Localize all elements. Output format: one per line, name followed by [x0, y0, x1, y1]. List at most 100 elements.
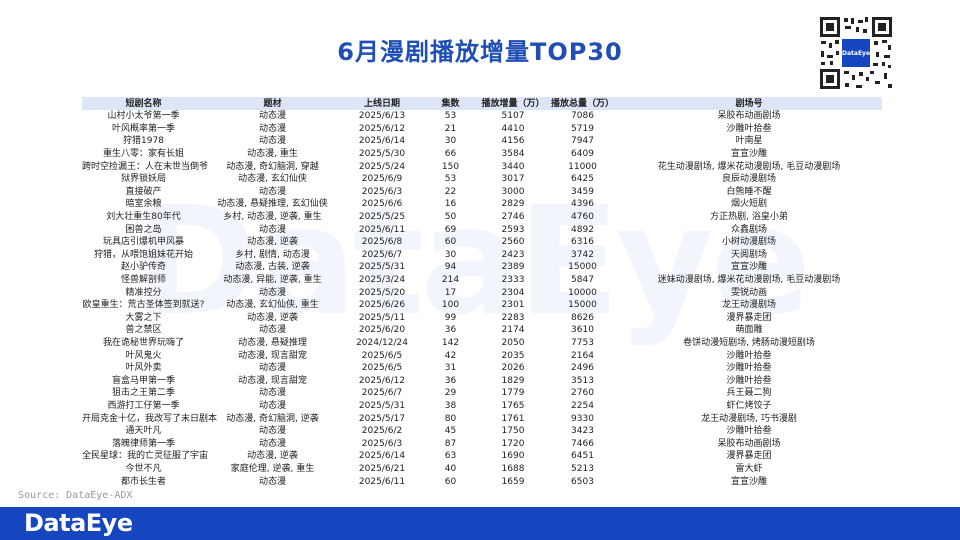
table-row: 直接破产 动态漫 2025/6/3 22 3000 3459 白熊睡不醒 — [82, 186, 882, 199]
col-play-total-cell: 3423 — [571, 426, 594, 437]
col-play-total-cell: 2254 — [571, 400, 594, 411]
table-row: 叶风概率第一季 动态漫 2025/6/12 21 4410 5719 沙雕叶拾叁 — [82, 123, 882, 136]
col-play-total-cell: 2496 — [571, 363, 594, 374]
col-episodes-cell: 53 — [444, 174, 457, 185]
col-genre-cell: 动态漫 — [258, 363, 286, 374]
col-theater-cell: 良辰动漫剧场 — [721, 174, 776, 185]
col-play-total-cell: 5719 — [571, 123, 594, 134]
col-name-cell: 跨时空捡漏王：人在末世当倒爷 — [82, 161, 209, 172]
col-episodes-cell: 21 — [444, 123, 457, 134]
header-col-name: 短剧名称 — [82, 97, 205, 110]
col-play-increase-cell: 4156 — [501, 136, 525, 147]
table-row: 暗室余粮 动态漫, 悬疑推理, 玄幻仙侠 2025/6/6 16 2829 4396 烟火短… — [82, 198, 882, 211]
table-row: 大雾之下 动态漫, 逆袭 2025/5/11 99 2283 8626 漫界暴走团 — [82, 312, 882, 325]
col-play-increase-cell: 1688 — [501, 463, 525, 474]
col-name-cell: 精准控分 — [125, 287, 162, 298]
col-episodes-cell: 142 — [441, 337, 460, 348]
col-play-total-cell: 9330 — [571, 413, 594, 424]
col-episodes-cell: 80 — [444, 413, 457, 424]
col-play-total-cell: 10000 — [568, 287, 597, 298]
col-date-cell: 2025/6/7 — [361, 388, 403, 399]
col-genre-cell: 动态漫 — [258, 287, 286, 298]
col-episodes-cell: 22 — [444, 186, 457, 197]
col-name-cell: 开局克金十亿，我改写了末日剧本 — [82, 413, 218, 424]
col-name-cell: 通天叶凡 — [125, 426, 162, 437]
qr-logo-text: DataEye — [842, 50, 871, 57]
footer-bar: DataEye — [0, 507, 960, 540]
col-play-increase-cell: 2301 — [501, 300, 525, 311]
col-genre-cell: 动态漫 — [258, 438, 286, 449]
col-play-total-cell: 4760 — [571, 212, 594, 223]
col-theater-cell: 宣宣沙雕 — [730, 149, 767, 160]
col-genre-cell: 动态漫 — [258, 136, 286, 147]
col-genre-cell: 动态漫, 异能, 逆袭, 重生 — [223, 275, 322, 286]
col-play-increase-cell: 4410 — [501, 123, 525, 134]
col-name-cell: 全民星球：我的亡灵征服了宇宙 — [82, 451, 209, 462]
col-episodes-cell: 53 — [444, 111, 457, 122]
col-genre-cell: 动态漫, 逆袭 — [247, 451, 298, 462]
col-episodes-cell: 30 — [444, 136, 457, 147]
col-play-total-cell: 7753 — [571, 337, 594, 348]
table-row: 西游打工仔第一季 动态漫 2025/5/31 38 1765 2254 虾仁烤饺子 — [82, 400, 882, 413]
col-genre-cell: 动态漫, 悬疑推理 — [238, 337, 307, 348]
table-row: 叶风鬼火 动态漫, 现言甜宠 2025/6/5 42 2035 2164 沙雕叶拾叁 — [82, 349, 882, 362]
col-episodes-cell: 40 — [444, 463, 457, 474]
col-genre-cell: 动态漫, 重生 — [247, 149, 298, 160]
col-theater-cell: 沙雕叶拾叁 — [726, 363, 772, 374]
table-row: 开局克金十亿，我改写了末日剧本 动态漫, 奇幻脑洞, 逆袭 2025/5/17 80 1… — [82, 412, 882, 425]
table-row: 兽之禁区 动态漫 2025/6/20 36 2174 3610 萌面雕 — [82, 324, 882, 337]
col-name-cell: 狩猎，从喂饱姐妹花开始 — [93, 249, 193, 260]
col-play-total-cell: 2164 — [571, 350, 594, 361]
col-date-cell: 2025/6/14 — [358, 136, 406, 147]
col-play-increase-cell: 2560 — [501, 237, 525, 248]
page-title: 6月漫剧播放增量TOP30 — [337, 38, 623, 66]
col-name-cell: 重生八零：家有长姐 — [102, 149, 184, 160]
col-genre-cell: 家庭伦理, 逆袭, 重生 — [230, 463, 315, 474]
col-play-increase-cell: 2035 — [501, 350, 525, 361]
col-theater-cell: 花生动漫剧场, 爆米花动漫剧场, 毛豆动漫剧场 — [657, 161, 841, 172]
col-theater-cell: 沙雕叶拾叁 — [726, 375, 772, 386]
col-theater-cell: 卷饼动漫短剧场, 烤肠动漫短剧场 — [683, 337, 815, 348]
header-col-genre: 题材 — [205, 97, 340, 110]
col-date-cell: 2025/6/5 — [361, 363, 403, 374]
col-name-cell: 怪兽解剖师 — [120, 275, 166, 286]
col-genre-cell: 乡村, 剧情, 动态漫 — [235, 249, 310, 260]
col-theater-cell: 龙王动漫剧场, 巧书漫剧 — [701, 413, 797, 424]
col-play-increase-cell: 2746 — [501, 212, 525, 223]
col-date-cell: 2025/6/12 — [358, 375, 406, 386]
col-theater-cell: 兵王聂二狗 — [726, 388, 772, 399]
col-theater-cell: 漫界暴走团 — [726, 312, 772, 323]
col-date-cell: 2025/6/20 — [358, 325, 406, 336]
col-play-total-cell: 3610 — [571, 325, 594, 336]
col-theater-cell: 呆胶布动画剧场 — [717, 438, 781, 449]
col-theater-cell: 迷妹动漫剧场, 爆米花动漫剧场, 毛豆动漫剧场 — [657, 275, 841, 286]
col-episodes-cell: 87 — [444, 438, 457, 449]
watermark: DataEye — [135, 175, 812, 349]
col-theater-cell: 虾仁烤饺子 — [726, 400, 772, 411]
col-theater-cell: 萌面雕 — [735, 325, 763, 336]
col-episodes-cell: 150 — [441, 161, 460, 172]
col-play-total-cell: 5213 — [571, 463, 594, 474]
col-episodes-cell: 69 — [444, 224, 457, 235]
col-name-cell: 叶风外卖 — [125, 363, 162, 374]
col-name-cell: 兽之禁区 — [125, 325, 162, 336]
col-genre-cell: 动态漫, 逆袭 — [247, 312, 298, 323]
col-play-increase-cell: 2174 — [501, 325, 525, 336]
col-name-cell: 欧皇重生：荒古圣体签到就送? — [82, 300, 205, 311]
col-episodes-cell: 60 — [444, 237, 457, 248]
col-theater-cell: 白熊睡不醒 — [726, 186, 772, 197]
table-row: 狩猎1978 动态漫 2025/6/14 30 4156 7947 叶南星 — [82, 135, 882, 148]
col-name-cell: 暗室余粮 — [125, 199, 162, 210]
col-play-increase-cell: 2026 — [501, 363, 525, 374]
header-col-date: 上线日期 — [340, 97, 424, 110]
col-theater-cell: 雷大虾 — [735, 463, 763, 474]
table-row: 今世不凡 家庭伦理, 逆袭, 重生 2025/6/21 40 1688 5213 雷大虾 — [82, 463, 882, 476]
col-genre-cell: 动态漫, 悬疑推理, 玄幻仙侠 — [217, 199, 328, 210]
col-theater-cell: 沙雕叶拾叁 — [726, 426, 772, 437]
col-genre-cell: 动态漫 — [258, 186, 286, 197]
col-episodes-cell: 99 — [444, 312, 457, 323]
col-episodes-cell: 94 — [444, 262, 457, 273]
col-date-cell: 2025/5/20 — [358, 287, 406, 298]
col-play-total-cell: 4396 — [571, 199, 594, 210]
header-col-play-increase: 播放增量（万） — [477, 97, 549, 110]
